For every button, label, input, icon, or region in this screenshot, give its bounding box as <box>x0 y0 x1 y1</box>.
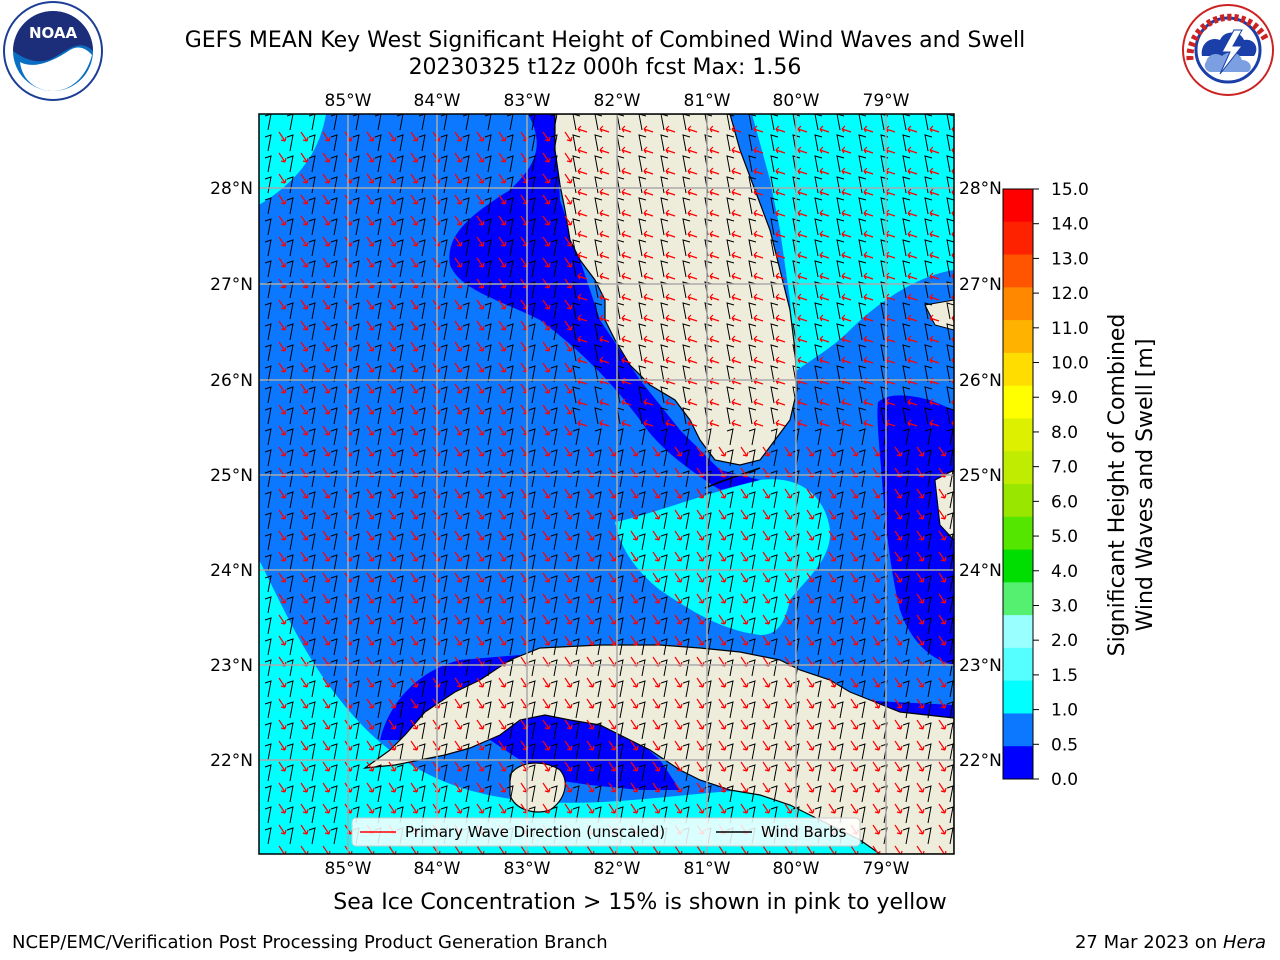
colorbar-tick-label: 0.5 <box>1051 735 1078 755</box>
sea-ice-note-text: Sea Ice Concentration > 15% is shown in … <box>333 890 947 915</box>
lat-label-left: 28°N <box>210 179 253 199</box>
colorbar-swatch <box>1003 352 1033 387</box>
colorbar-tick-label: 0.0 <box>1051 770 1078 790</box>
colorbar-tick-label: 8.0 <box>1051 423 1078 443</box>
colorbar-tick-label: 1.0 <box>1051 701 1078 721</box>
colorbar-swatch <box>1003 516 1033 551</box>
noaa-logo: NOAA <box>3 1 103 101</box>
lat-label-right: 22°N <box>959 751 1002 771</box>
colorbar-swatch <box>1003 615 1033 649</box>
florida-keys <box>704 467 761 489</box>
isla-de-la-juventud <box>509 762 566 813</box>
legend-barb-label: Wind Barbs <box>761 823 847 841</box>
sea-ice-note: Sea Ice Concentration > 15% is shown in … <box>0 890 1280 915</box>
svg-text:NOAA: NOAA <box>29 24 78 42</box>
lon-label-bottom: 82°W <box>594 859 641 879</box>
lat-label-right: 28°N <box>959 179 1002 199</box>
svg-text:Significant Height of Combined: Significant Height of Combined <box>1105 314 1130 657</box>
ocean-band-0-05-bahamas <box>877 395 954 665</box>
lat-label-right: 26°N <box>959 371 1002 391</box>
lon-label-bottom: 85°W <box>325 859 372 879</box>
colorbar-tick-label: 9.0 <box>1051 388 1078 408</box>
national-weather-service-logo <box>1182 4 1274 96</box>
branch-credit: NCEP/EMC/Verification Post Processing Pr… <box>12 932 608 953</box>
colorbar-tick-label: 4.0 <box>1051 562 1078 582</box>
colorbar-tick-label: 10.0 <box>1051 354 1089 374</box>
colorbar-frame <box>1002 188 1034 780</box>
lat-label-left: 24°N <box>210 561 253 581</box>
lat-label-right: 27°N <box>959 275 1002 295</box>
colorbar: 15.0 14.0 13.0 12.0 11.0 10.0 9.0 8.0 7.0 6.0 5.0 4… <box>1002 180 1089 790</box>
colorbar-tick-label: 12.0 <box>1051 284 1089 304</box>
lon-label-bottom: 83°W <box>504 859 551 879</box>
lon-label-top: 83°W <box>504 91 551 111</box>
colorbar-swatch <box>1003 647 1033 682</box>
colorbar-tick-label: 11.0 <box>1051 319 1089 339</box>
run-date-prefix: 27 Mar 2023 on <box>1074 932 1223 953</box>
chart-title: GEFS MEAN Key West Significant Height of… <box>184 28 1026 53</box>
colorbar-swatch <box>1003 320 1033 354</box>
colorbar-swatch <box>1003 287 1033 321</box>
latitude-labels: 28°N 27°N 26°N 25°N 24°N 23°N 22°N 28°N … <box>210 179 1002 771</box>
lon-label-top: 81°W <box>684 91 731 111</box>
colorbar-swatch <box>1003 713 1033 747</box>
colorbar-swatch <box>1003 189 1033 223</box>
colorbar-tick-label: 6.0 <box>1051 492 1078 512</box>
colorbar-tick-label: 15.0 <box>1051 180 1089 200</box>
colorbar-tick-label: 3.0 <box>1051 596 1078 616</box>
colorbar-tick-label: 14.0 <box>1051 215 1089 235</box>
colorbar-tick-label: 13.0 <box>1051 249 1089 269</box>
lon-label-top: 80°W <box>773 91 820 111</box>
colorbar-swatch <box>1003 549 1033 583</box>
lon-label-bottom: 80°W <box>773 859 820 879</box>
graticule <box>259 114 954 854</box>
colorbar-tick-label: 2.0 <box>1051 631 1078 651</box>
run-host: Hera <box>1222 932 1266 953</box>
colorbar-tick-label: 5.0 <box>1051 527 1078 547</box>
svg-text:Wind Waves and Swell [m]: Wind Waves and Swell [m] <box>1133 339 1158 632</box>
lat-label-left: 23°N <box>210 656 253 676</box>
colorbar-swatch <box>1003 680 1033 714</box>
lat-label-left: 27°N <box>210 275 253 295</box>
lon-label-bottom: 84°W <box>414 859 461 879</box>
lat-label-left: 25°N <box>210 466 253 486</box>
ocean-band-10-15-south <box>259 560 954 854</box>
lat-label-right: 25°N <box>959 466 1002 486</box>
colorbar-swatch <box>1003 451 1033 485</box>
colorbar-swatch <box>1003 254 1033 288</box>
colorbar-swatch <box>1003 221 1033 256</box>
longitude-labels: 85°W 84°W 83°W 82°W 81°W 80°W 79°W 85°W … <box>325 91 910 879</box>
colorbar-swatch <box>1003 746 1033 780</box>
lat-label-right: 24°N <box>959 561 1002 581</box>
map-legend: Primary Wave Direction (unscaled) Wind B… <box>351 817 861 847</box>
colorbar-tick-label: 1.5 <box>1051 666 1078 686</box>
lon-label-bottom: 81°W <box>684 859 731 879</box>
lon-label-bottom: 79°W <box>863 859 910 879</box>
lat-label-left: 22°N <box>210 751 253 771</box>
map-frame <box>258 113 955 855</box>
lon-label-top: 84°W <box>414 91 461 111</box>
lon-label-top: 82°W <box>594 91 641 111</box>
legend-wave-label: Primary Wave Direction (unscaled) <box>405 823 665 841</box>
colorbar-swatch <box>1003 582 1033 616</box>
ocean-band-0-05-cuba-south <box>490 712 680 790</box>
colorbar-label: Significant Height of Combined Wind Wave… <box>1105 314 1158 657</box>
lat-label-right: 23°N <box>959 656 1002 676</box>
colorbar-swatch <box>1003 385 1033 419</box>
lon-label-top: 85°W <box>325 91 372 111</box>
colorbar-tick-label: 7.0 <box>1051 458 1078 478</box>
lat-label-left: 26°N <box>210 371 253 391</box>
wave-direction-and-wind-barbs <box>264 114 954 854</box>
colorbar-swatch <box>1003 418 1033 452</box>
lon-label-top: 79°W <box>863 91 910 111</box>
run-date: 27 Mar 2023 on Hera <box>1075 932 1266 953</box>
chart-subtitle: 20230325 t12z 000h fcst Max: 1.56 <box>408 55 802 80</box>
colorbar-swatch <box>1003 484 1033 518</box>
